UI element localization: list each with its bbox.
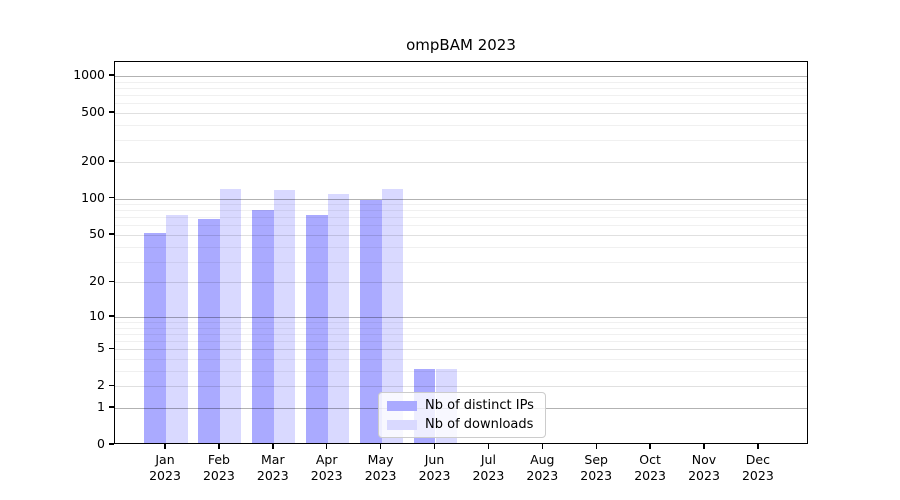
y-axis-tick-label: 10 [89, 307, 105, 323]
x-tick-mark-may [379, 444, 382, 449]
y-tick-mark-1000 [109, 74, 114, 76]
bar-downloads-jan [166, 214, 188, 443]
y-tick-mark-2 [109, 384, 114, 387]
x-axis-tick-label: Jun 2023 [418, 452, 451, 483]
legend-label-distinct-ips: Nb of distinct IPs [425, 398, 534, 413]
x-axis-tick-label: Oct 2023 [634, 452, 666, 483]
x-tick-mark-feb [218, 444, 220, 449]
y-tick-mark-1 [109, 406, 114, 408]
y-axis-tick-label: 1 [97, 399, 105, 414]
legend-swatch-downloads [387, 419, 417, 430]
y-axis-tick-label: 200 [81, 152, 105, 168]
x-axis-tick-label: Dec 2023 [741, 452, 774, 483]
bar-downloads-feb [219, 189, 242, 443]
legend-item-downloads: Nb of downloads [387, 417, 537, 432]
y-tick-mark-0 [109, 443, 114, 445]
y-axis-tick-label: 1000 [73, 66, 105, 82]
chart-title: ompBAM 2023 [406, 36, 516, 54]
plot-area: Nb of distinct IPs Nb of downloads [114, 61, 808, 444]
x-axis-tick-label: Jan 2023 [149, 452, 181, 483]
y-tick-mark-500 [109, 111, 114, 113]
legend-item-distinct-ips: Nb of distinct IPs [387, 398, 537, 413]
y-tick-mark-50 [109, 233, 114, 235]
bar-distinct-ips-feb [198, 219, 220, 443]
y-tick-mark-10 [109, 315, 114, 317]
x-tick-mark-aug [541, 444, 543, 449]
x-tick-mark-jun [433, 444, 436, 449]
x-tick-mark-jul [487, 444, 490, 449]
bar-distinct-ips-jan [144, 233, 166, 443]
y-axis-tick-label: 20 [89, 273, 105, 289]
legend-swatch-distinct-ips [387, 400, 417, 411]
bars-layer [115, 62, 807, 443]
y-axis-tick-label: 50 [89, 226, 105, 241]
y-tick-mark-100 [109, 196, 114, 199]
x-tick-mark-mar [272, 444, 274, 449]
x-tick-mark-jan [164, 444, 166, 449]
y-tick-mark-200 [109, 160, 114, 162]
legend-label-downloads: Nb of downloads [425, 417, 534, 432]
x-tick-mark-oct [649, 444, 651, 449]
legend: Nb of distinct IPs Nb of downloads [378, 392, 546, 438]
y-axis-tick-label: 5 [97, 340, 105, 356]
bar-distinct-ips-may [360, 200, 382, 443]
bar-distinct-ips-apr [306, 214, 328, 443]
x-axis-tick-label: Aug 2023 [526, 452, 559, 483]
x-axis-tick-label: May 2023 [364, 452, 397, 483]
x-axis-tick-label: Nov 2023 [688, 452, 720, 483]
x-axis-tick-label: Feb 2023 [202, 452, 235, 483]
x-tick-mark-sep [595, 444, 597, 449]
y-tick-mark-20 [109, 280, 114, 283]
x-axis-tick-label: Apr 2023 [310, 452, 343, 483]
bar-distinct-ips-mar [252, 210, 274, 443]
x-tick-mark-dec [757, 444, 759, 449]
y-axis-tick-label: 100 [81, 189, 105, 205]
x-tick-mark-nov [703, 444, 705, 449]
y-tick-mark-5 [109, 347, 114, 349]
bar-downloads-mar [273, 190, 296, 443]
y-axis-tick-label: 500 [81, 103, 105, 119]
bar-downloads-may [381, 188, 404, 443]
x-axis-tick-label: Mar 2023 [256, 452, 289, 483]
y-axis-tick-label: 2 [97, 377, 105, 393]
x-tick-mark-apr [325, 444, 328, 449]
x-axis-tick-label: Jul 2023 [472, 452, 505, 483]
x-axis-tick-label: Sep 2023 [580, 452, 613, 483]
bar-downloads-apr [327, 194, 350, 443]
y-axis-tick-label: 0 [97, 436, 105, 451]
